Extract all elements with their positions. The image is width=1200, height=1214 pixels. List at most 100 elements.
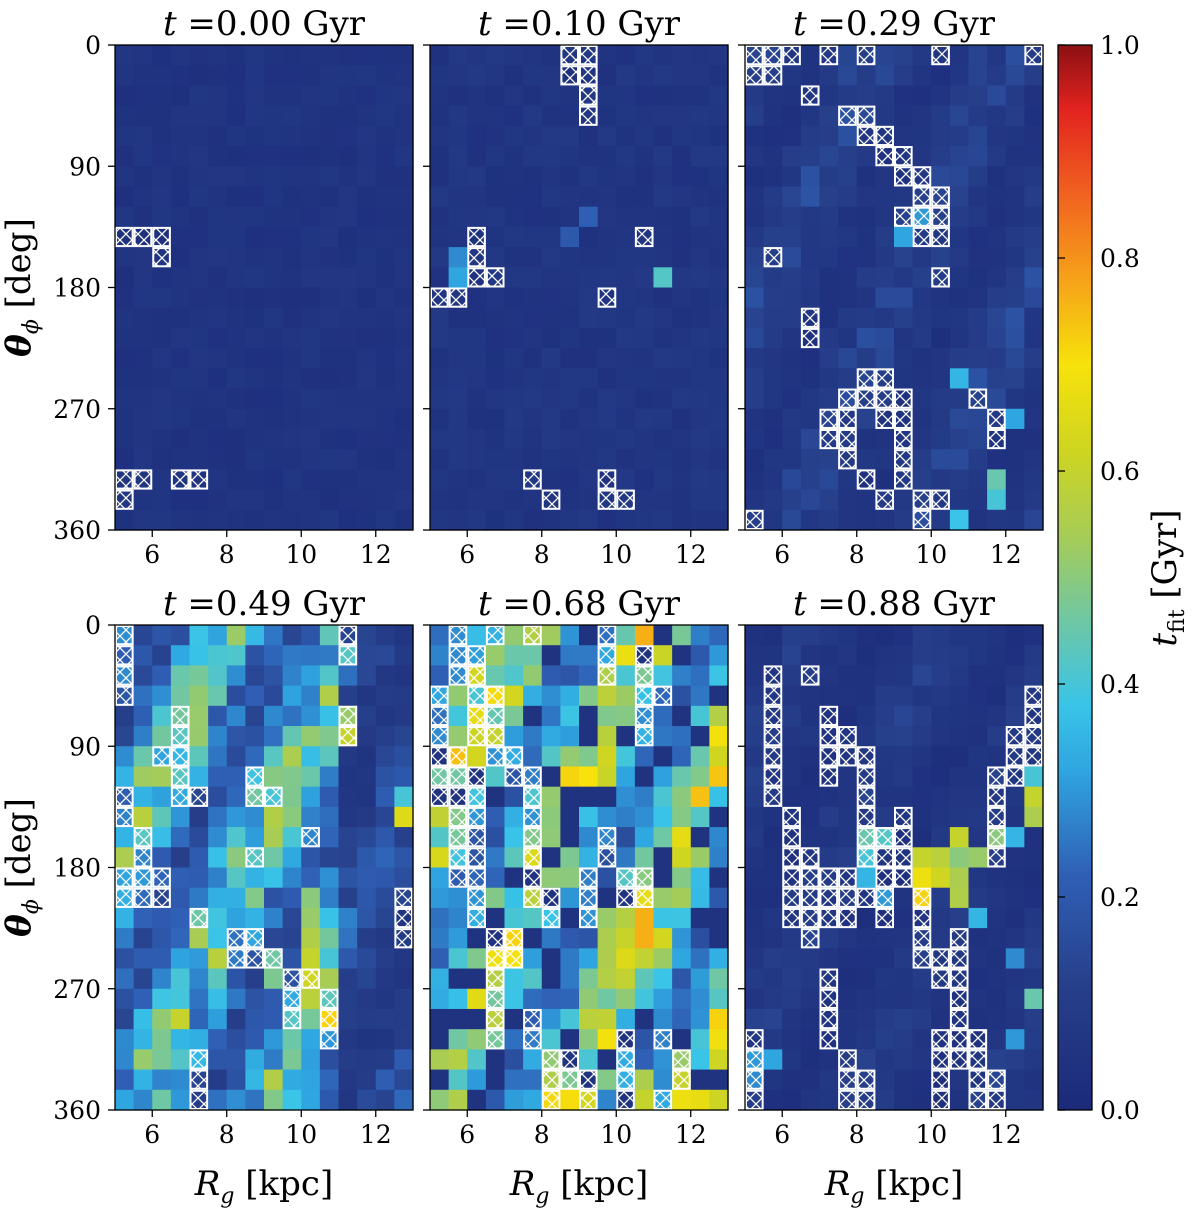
heatmap-cell bbox=[968, 65, 988, 87]
heatmap-cell bbox=[560, 988, 580, 1010]
heatmap-cell bbox=[282, 726, 302, 747]
heatmap-cell bbox=[264, 146, 284, 167]
heatmap-cell bbox=[541, 327, 561, 349]
heatmap-cell bbox=[394, 327, 414, 349]
heatmap-cell bbox=[1024, 928, 1044, 949]
heatmap-cell bbox=[763, 928, 783, 949]
heatmap-cell bbox=[541, 1008, 561, 1030]
heatmap-cell bbox=[467, 988, 487, 1010]
hatched-cell bbox=[634, 887, 654, 908]
heatmap-cell bbox=[394, 428, 414, 450]
hatched-cell bbox=[819, 887, 839, 908]
hatched-cell bbox=[875, 388, 895, 409]
heatmap-cell bbox=[931, 307, 951, 329]
heatmap-cell bbox=[264, 85, 284, 107]
heatmap-cell bbox=[856, 327, 876, 349]
heatmap-cell bbox=[523, 685, 543, 707]
heatmap-cell bbox=[597, 887, 617, 909]
hatched-cell bbox=[800, 907, 820, 929]
heatmap-cell bbox=[616, 806, 636, 828]
heatmap-cell bbox=[357, 388, 377, 410]
heatmap-cell bbox=[579, 287, 599, 309]
heatmap-cell bbox=[634, 267, 655, 289]
heatmap-cell bbox=[1024, 665, 1044, 687]
heatmap-cell bbox=[949, 348, 970, 369]
heatmap-cell bbox=[208, 1049, 228, 1071]
heatmap-cell bbox=[672, 368, 692, 390]
hatched-cell bbox=[485, 988, 505, 1009]
heatmap-cell bbox=[968, 428, 988, 450]
heatmap-cell bbox=[987, 206, 1007, 228]
heatmap-cell bbox=[949, 726, 970, 747]
heatmap-cell bbox=[541, 85, 561, 107]
heatmap-cell bbox=[430, 1008, 450, 1030]
hatched-cell bbox=[189, 469, 209, 490]
heatmap-cell bbox=[579, 267, 599, 289]
heatmap-cell bbox=[838, 469, 858, 491]
heatmap-cell bbox=[560, 166, 580, 188]
heatmap-cell bbox=[282, 226, 302, 248]
heatmap-cell bbox=[226, 509, 246, 531]
heatmap-cell bbox=[560, 247, 580, 268]
heatmap-cell bbox=[653, 509, 673, 531]
heatmap-cell bbox=[357, 146, 377, 167]
heatmap-cell bbox=[800, 45, 821, 66]
heatmap-cell bbox=[745, 388, 765, 410]
heatmap-cell bbox=[152, 928, 172, 949]
heatmap-cell bbox=[357, 45, 377, 66]
heatmap-cell bbox=[264, 287, 284, 309]
heatmap-cell bbox=[375, 45, 395, 66]
heatmap-cell bbox=[690, 206, 710, 228]
heatmap-cell bbox=[541, 786, 561, 808]
heatmap-cell bbox=[301, 887, 321, 909]
heatmap-cell bbox=[819, 948, 839, 970]
heatmap-cell bbox=[931, 685, 951, 707]
heatmap-cell bbox=[1005, 928, 1025, 949]
heatmap-cell bbox=[245, 348, 265, 369]
heatmap-cell bbox=[448, 1049, 468, 1071]
heatmap-cell bbox=[634, 45, 655, 66]
hatched-cell bbox=[875, 907, 895, 929]
heatmap-cell bbox=[504, 988, 524, 1010]
heatmap-cell bbox=[634, 408, 655, 430]
heatmap-cell bbox=[319, 705, 340, 727]
heatmap-cell bbox=[226, 827, 246, 848]
heatmap-cell bbox=[968, 408, 988, 430]
heatmap-cell bbox=[912, 705, 932, 727]
heatmap-cell bbox=[245, 1008, 265, 1030]
heatmap-cell bbox=[394, 705, 414, 727]
heatmap-cell bbox=[245, 1069, 265, 1091]
heatmap-cell bbox=[1024, 105, 1044, 127]
heatmap-cell bbox=[653, 166, 673, 188]
heatmap-cell bbox=[338, 348, 358, 369]
heatmap-cell bbox=[763, 146, 783, 167]
heatmap-cell bbox=[838, 166, 858, 188]
hatched-cell bbox=[485, 1029, 505, 1050]
heatmap-cell bbox=[394, 1089, 414, 1111]
heatmap-cell bbox=[301, 428, 321, 450]
panel-title: t =0.88 Gyr bbox=[793, 584, 996, 624]
heatmap-cell bbox=[931, 625, 951, 646]
heatmap-cell bbox=[245, 226, 265, 248]
heatmap-cell bbox=[485, 307, 506, 329]
heatmap-cell bbox=[467, 489, 487, 511]
heatmap-cell bbox=[987, 685, 1007, 707]
heatmap-cell bbox=[338, 1029, 358, 1050]
hatched-cell bbox=[394, 928, 414, 949]
heatmap-cell bbox=[838, 806, 858, 828]
heatmap-cell bbox=[1024, 287, 1044, 309]
heatmap-cell bbox=[968, 705, 988, 727]
heatmap-cell bbox=[968, 847, 988, 869]
heatmap-cell bbox=[319, 1069, 340, 1091]
heatmap-cell bbox=[949, 847, 970, 869]
heatmap-cell bbox=[245, 1089, 265, 1111]
heatmap-cell bbox=[745, 105, 765, 127]
hatched-cell bbox=[819, 428, 839, 450]
heatmap-cell bbox=[579, 348, 599, 369]
heatmap-cell bbox=[282, 388, 302, 410]
hatched-cell bbox=[560, 45, 580, 66]
heatmap-cell bbox=[653, 206, 673, 228]
heatmap-cell bbox=[653, 146, 673, 167]
heatmap-cell bbox=[782, 428, 802, 450]
heatmap-cell bbox=[838, 766, 858, 788]
